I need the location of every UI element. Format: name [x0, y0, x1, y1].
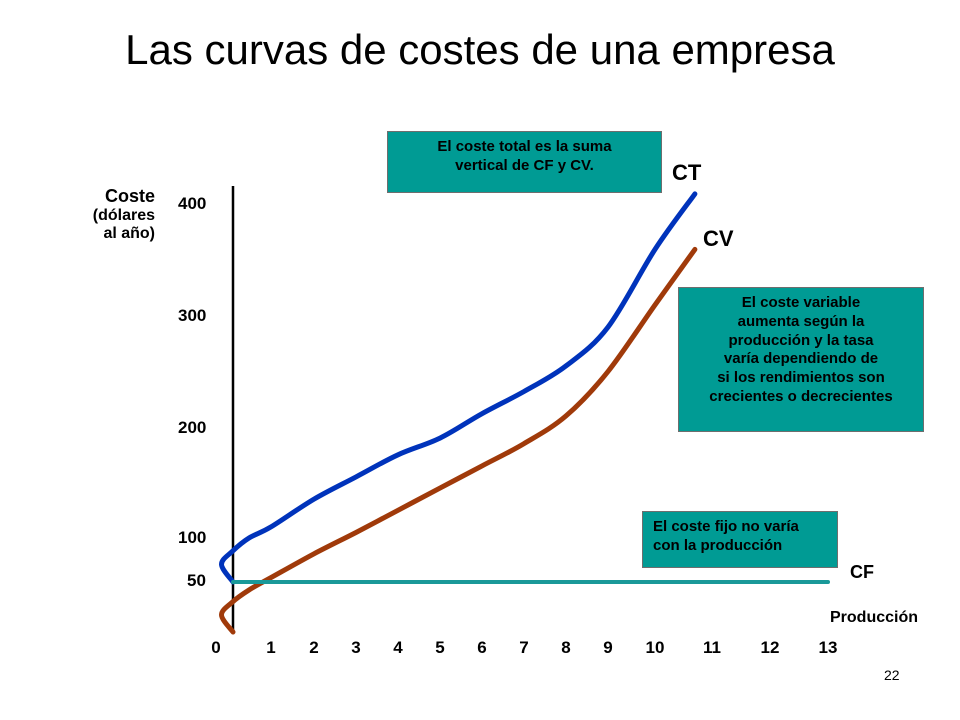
- x-tick-label: 5: [435, 638, 445, 657]
- y-axis-label-sub2: al año): [103, 225, 155, 242]
- y-tick-label-50: 50: [187, 571, 206, 590]
- x-tick-label: 6: [477, 638, 487, 657]
- series-label-cv: CV: [703, 226, 734, 251]
- x-tick-label: 3: [351, 638, 361, 657]
- x-tick-label: 10: [645, 638, 665, 657]
- x-tick-label: 1: [266, 638, 276, 657]
- series-label-ct: CT: [672, 160, 702, 185]
- x-tick-label: 0: [211, 638, 221, 657]
- y-tick-label-400: 400: [178, 194, 207, 213]
- note-variable-line: aumenta según la: [737, 312, 865, 330]
- x-tick-label: 12: [760, 638, 780, 657]
- note-variable-line: crecientes o decrecientes: [709, 387, 893, 405]
- x-tick-label: 9: [603, 638, 613, 657]
- note-total-cost: El coste total es la suma vertical de CF…: [387, 131, 662, 193]
- x-tick-label: 13: [818, 638, 838, 657]
- y-tick-label-100: 100: [178, 528, 207, 547]
- series-label-cf: CF: [850, 562, 874, 582]
- y-axis-label-main: Coste: [104, 186, 155, 206]
- note-fixed-line1: El coste fijo no varía: [653, 518, 799, 535]
- ct-curve: [219, 191, 698, 585]
- x-axis-label: Producción: [830, 609, 919, 626]
- x-tick-label: 11: [703, 638, 721, 657]
- note-variable-line: varía dependiendo de: [723, 350, 879, 368]
- y-tick-label-300: 300: [178, 306, 207, 325]
- x-tick-label: 7: [519, 638, 529, 657]
- note-variable-line: producción y la tasa: [728, 331, 874, 349]
- series-layer: [219, 191, 830, 635]
- page-number: 22: [884, 667, 900, 683]
- y-axis-label: Coste (dólares al año): [60, 186, 155, 243]
- cv-curve: [219, 246, 698, 635]
- note-total-line1: El coste total es la suma: [437, 138, 612, 155]
- note-variable-cost: El coste variable aumenta según la produ…: [678, 287, 924, 432]
- note-total-line2: vertical de CF y CV.: [455, 156, 594, 174]
- note-variable-line: si los rendimientos son: [717, 369, 885, 386]
- x-tick-label: 8: [561, 638, 571, 657]
- note-variable-line: El coste variable: [741, 294, 861, 311]
- note-fixed-cost: El coste fijo no varía con la producción: [642, 511, 838, 568]
- x-tick-label: 4: [393, 638, 403, 657]
- y-tick-label-200: 200: [178, 418, 207, 437]
- y-axis-label-sub1: (dólares: [92, 207, 155, 224]
- note-fixed-line2: con la producción: [653, 536, 783, 554]
- slide-title: Las curvas de costes de una empresa: [125, 26, 835, 73]
- x-tick-label: 2: [309, 638, 319, 657]
